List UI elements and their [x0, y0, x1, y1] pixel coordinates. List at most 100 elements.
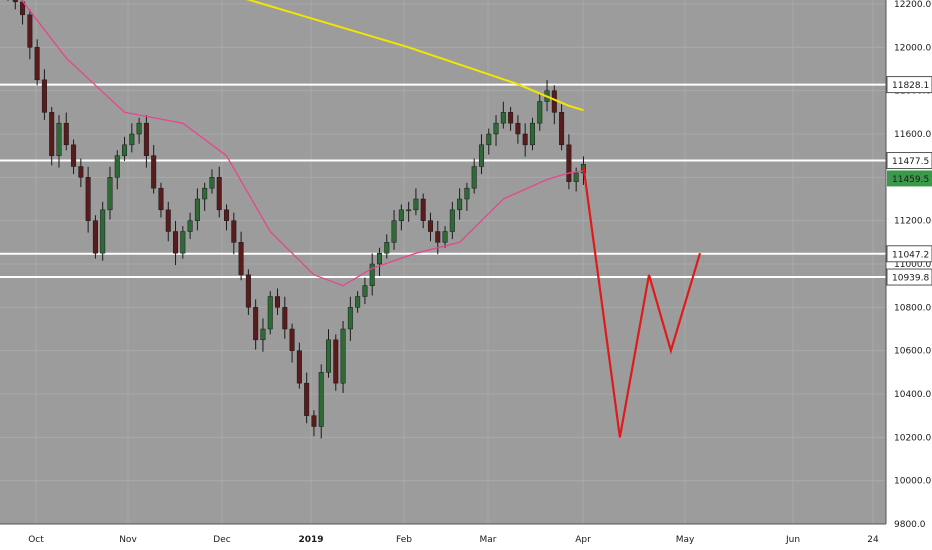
candle-body — [216, 177, 222, 211]
level-label: 11047.2 — [892, 250, 929, 260]
candle-body — [78, 166, 84, 178]
candle-body — [471, 166, 477, 189]
last-price-label: 11459.5 — [892, 175, 929, 185]
y-tick-label: 12000.0 — [894, 43, 931, 53]
candle-body — [529, 122, 535, 146]
ma-long-line — [246, 0, 584, 112]
candle-body — [427, 220, 433, 232]
candle-body — [187, 220, 193, 232]
candle-body — [27, 14, 33, 48]
level-badge — [886, 76, 932, 94]
level-labels: 11828.1 11477.5 11047.2 10939.8 11459.5 — [886, 76, 932, 286]
candle-body — [253, 307, 259, 341]
candle-body — [296, 350, 302, 384]
x-tick-label: May — [676, 535, 695, 545]
candle-body — [391, 220, 397, 243]
candle-body — [551, 90, 557, 113]
y-tick-label: 10000.0 — [894, 477, 931, 487]
candle-body — [34, 47, 40, 81]
candle-body — [362, 285, 368, 297]
candle-body — [224, 209, 230, 221]
candle-body — [435, 231, 441, 243]
level-label: 10939.8 — [892, 274, 929, 284]
projection-line — [582, 166, 702, 438]
candle-body — [122, 144, 128, 156]
x-tick-label: Mar — [480, 535, 497, 545]
plot-area — [0, 0, 886, 524]
candle-body — [500, 112, 506, 124]
candle-body — [231, 220, 237, 243]
candle-body — [151, 155, 157, 189]
y-tick-label: 11200.0 — [894, 217, 931, 227]
level-label: 11477.5 — [892, 157, 929, 167]
x-tick-label: Nov — [119, 535, 137, 545]
candle-body — [114, 155, 120, 178]
level-badge — [886, 268, 932, 286]
candle-body — [209, 177, 215, 189]
candle-body — [493, 122, 499, 135]
x-tick-label: Apr — [575, 535, 591, 545]
candle-body — [420, 198, 426, 221]
candle-body — [522, 133, 528, 146]
candle-body — [318, 372, 324, 427]
candle-body — [71, 144, 77, 167]
candle-body — [566, 144, 572, 182]
candle-body — [537, 101, 543, 124]
candle-body — [107, 177, 113, 211]
candle-body — [486, 133, 492, 146]
candle-body — [413, 198, 419, 211]
candle-body — [63, 122, 69, 146]
x-tick-label: 2019 — [298, 535, 323, 545]
candle-body — [245, 274, 251, 308]
candle-body — [573, 172, 579, 182]
candle-body — [384, 242, 390, 254]
candle-body — [478, 144, 484, 167]
candle-body — [267, 296, 273, 330]
candle-body — [100, 209, 106, 254]
candle-body — [129, 133, 135, 146]
candle-body — [508, 112, 514, 124]
x-tick-label: Jun — [785, 535, 800, 545]
candle-body — [41, 79, 47, 113]
candle-body — [347, 307, 353, 330]
candle-body — [92, 220, 98, 254]
y-tick-label: 11000.0 — [894, 260, 931, 270]
candle-body — [464, 187, 470, 200]
x-tick-label: 24 — [867, 535, 879, 545]
candle-body — [442, 231, 448, 243]
level-label: 11828.1 — [892, 81, 929, 91]
level-badge — [886, 152, 932, 170]
y-tick-label: 9800.0 — [894, 520, 926, 530]
candle-body — [180, 231, 186, 254]
candle-body — [406, 209, 412, 212]
candle-body — [333, 339, 339, 384]
candle-body — [355, 296, 361, 308]
candle-body — [12, 0, 18, 3]
candlesticks — [7, 0, 586, 439]
candle-body — [260, 328, 266, 341]
x-axis-panel — [0, 524, 886, 550]
ma-short-line — [20, 0, 584, 287]
x-tick-label: Oct — [28, 535, 44, 545]
candle-body — [376, 252, 383, 265]
horizontal-levels — [0, 83, 886, 279]
level-badge — [886, 245, 932, 263]
x-tick-label: Feb — [396, 535, 412, 545]
candle-body — [282, 307, 288, 330]
candle-body — [340, 328, 346, 384]
candle-body — [238, 242, 244, 276]
candle-body — [325, 339, 332, 373]
candle-body — [559, 112, 565, 146]
candle-body — [158, 187, 164, 211]
candle-body — [202, 187, 208, 200]
candle-body — [515, 122, 521, 135]
y-tick-label: 11600.0 — [894, 130, 931, 140]
candle-body — [165, 209, 171, 232]
candle-body — [369, 263, 375, 286]
x-axis-ticks[interactable]: Oct Nov Dec 2019 Feb Mar Apr May Jun 24 — [28, 535, 879, 545]
candle-body — [143, 122, 149, 156]
x-tick-label: Dec — [213, 535, 230, 545]
candle-body — [311, 415, 317, 427]
y-tick-label: 10800.0 — [894, 303, 931, 313]
